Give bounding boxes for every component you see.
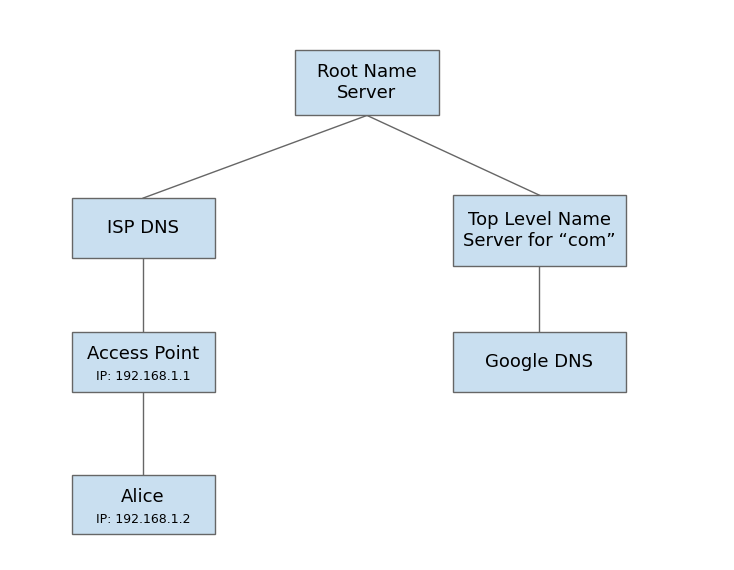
Text: Root Name
Server: Root Name Server xyxy=(317,63,417,102)
Text: ISP DNS: ISP DNS xyxy=(107,219,179,237)
FancyBboxPatch shape xyxy=(71,474,214,535)
FancyBboxPatch shape xyxy=(71,198,214,258)
Text: IP: 192.168.1.1: IP: 192.168.1.1 xyxy=(96,370,190,384)
FancyBboxPatch shape xyxy=(453,332,625,392)
FancyBboxPatch shape xyxy=(453,195,625,267)
Text: Alice: Alice xyxy=(121,488,165,506)
Text: Google DNS: Google DNS xyxy=(485,353,594,371)
Text: Access Point: Access Point xyxy=(87,345,199,363)
FancyBboxPatch shape xyxy=(71,332,214,392)
Text: Top Level Name
Server for “com”: Top Level Name Server for “com” xyxy=(463,211,616,250)
FancyBboxPatch shape xyxy=(295,50,438,115)
Text: IP: 192.168.1.2: IP: 192.168.1.2 xyxy=(96,513,190,526)
